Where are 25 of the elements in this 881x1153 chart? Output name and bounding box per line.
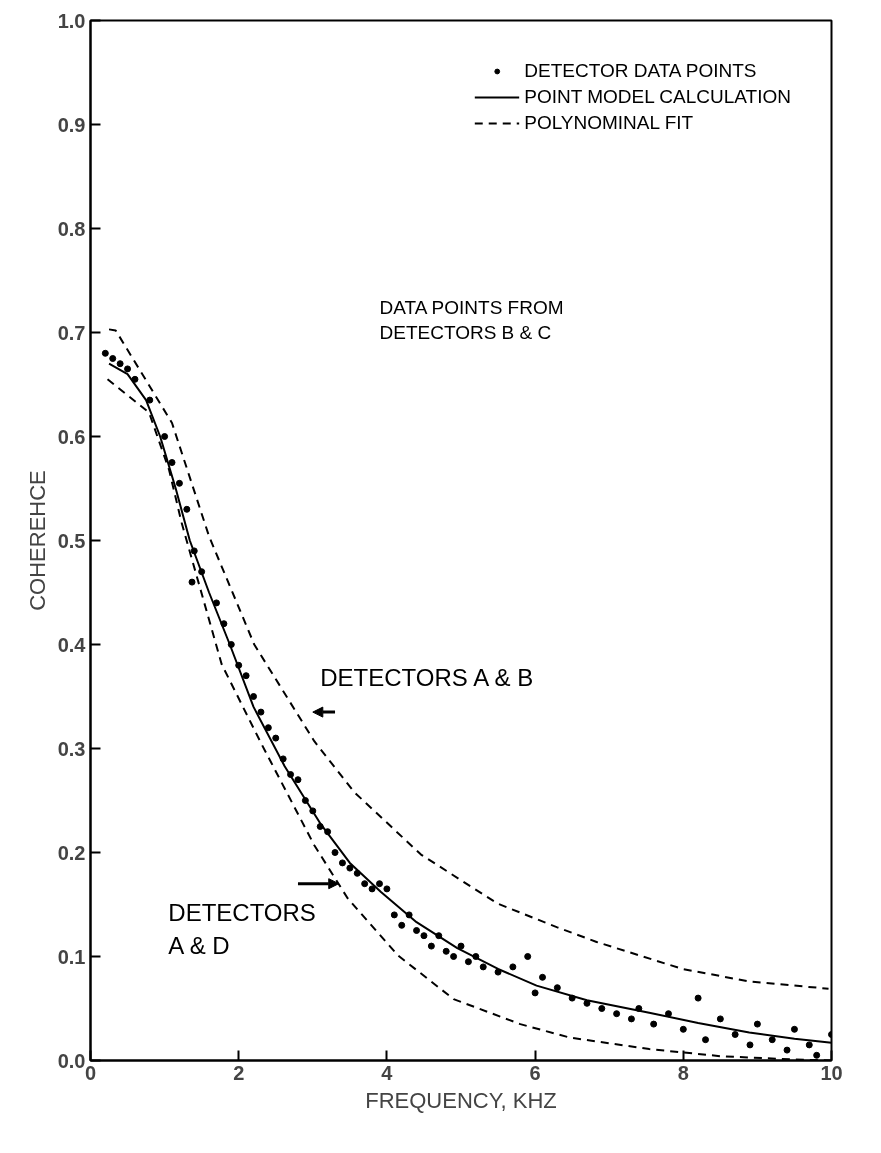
y-tick-label: 0.3	[57, 737, 86, 760]
y-tick-label: 1.0	[57, 9, 86, 32]
y-tick-label: 0.8	[57, 217, 86, 240]
x-tick-label: 0	[84, 1061, 97, 1084]
x-tick-label: 10	[820, 1061, 843, 1084]
y-tick-label: 0.6	[57, 425, 86, 448]
y-tick-label: 0.9	[57, 113, 86, 136]
legend-label: POLYNOMINAL FIT	[524, 112, 694, 134]
y-tick-label: 0.2	[57, 841, 86, 864]
y-tick-label: 0.5	[57, 529, 86, 552]
annotation: DETECTORS A & D	[168, 899, 316, 959]
x-tick-label: 2	[233, 1061, 245, 1084]
annotation: DETECTORS A & B	[320, 664, 534, 692]
annotation: DATA POINTS FROM DETECTORS B & C	[379, 296, 564, 343]
y-tick-label: 0.4	[57, 633, 87, 656]
x-tick-label: 4	[381, 1061, 394, 1084]
x-axis-title: FREQUENCY, KHZ	[365, 1087, 557, 1113]
legend-label: DETECTOR DATA POINTS	[524, 60, 757, 82]
y-axis-title: COHEREHCE	[24, 470, 50, 611]
x-tick-label: 6	[529, 1061, 541, 1084]
y-tick-label: 0.0	[57, 1049, 86, 1072]
x-tick-label: 8	[677, 1061, 689, 1084]
y-tick-label: 0.1	[57, 945, 86, 968]
legend-label: POINT MODEL CALCULATION	[524, 86, 791, 108]
y-tick-label: 0.7	[57, 321, 86, 344]
